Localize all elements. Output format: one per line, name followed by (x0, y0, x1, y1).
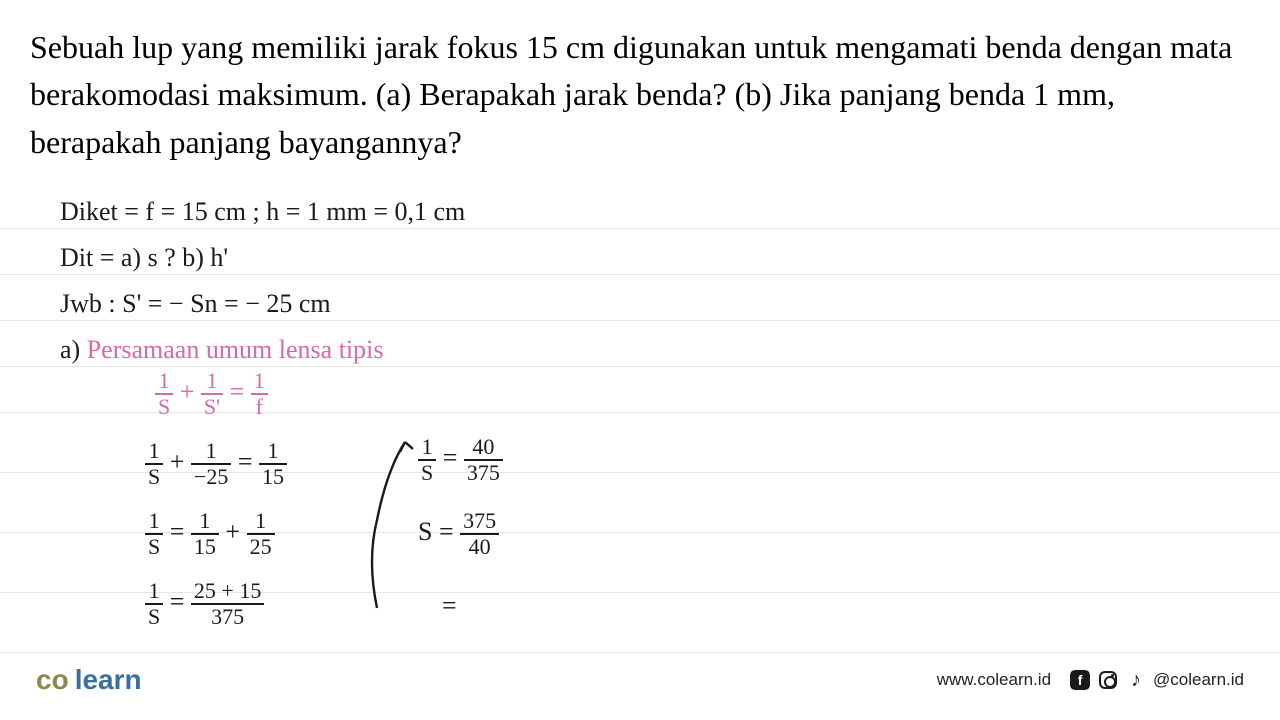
brand-logo: co learn (36, 664, 142, 696)
instagram-icon (1097, 669, 1119, 691)
eq4: 1S = 25 + 15375 (145, 580, 264, 628)
brand-co-text: co (36, 664, 69, 696)
line-jwb: Jwb : S' = − Sn = − 25 cm (60, 282, 331, 326)
eq5: 1S = 40375 (418, 436, 503, 484)
line-dit: Dit = a) s ? b) h' (60, 236, 228, 280)
tiktok-icon: ♪ (1125, 669, 1147, 691)
accent-formula-name: Persamaan umum lensa tipis (87, 335, 384, 364)
eq2: 1S + 1−25 = 115 (145, 440, 287, 488)
eq6: S = 37540 (418, 510, 499, 558)
eq3: 1S = 115 + 125 (145, 510, 275, 558)
eq7: = (442, 584, 457, 628)
line-diket: Diket = f = 15 cm ; h = 1 mm = 0,1 cm (60, 190, 465, 234)
section-a-label: a) Persamaan umum lensa tipis (60, 328, 383, 372)
brand-learn-text: learn (75, 664, 142, 696)
question-text: Sebuah lup yang memiliki jarak fokus 15 … (0, 0, 1280, 176)
connector-arrow-icon (365, 430, 425, 620)
eq1: 1S + 1S' = 1f (155, 370, 268, 418)
footer: co learn www.colearn.id f ♪ @colearn.id (0, 658, 1280, 702)
footer-url: www.colearn.id (937, 670, 1051, 690)
facebook-icon: f (1069, 669, 1091, 691)
social-handle: @colearn.id (1153, 670, 1244, 690)
social-icons: f ♪ @colearn.id (1069, 669, 1244, 691)
